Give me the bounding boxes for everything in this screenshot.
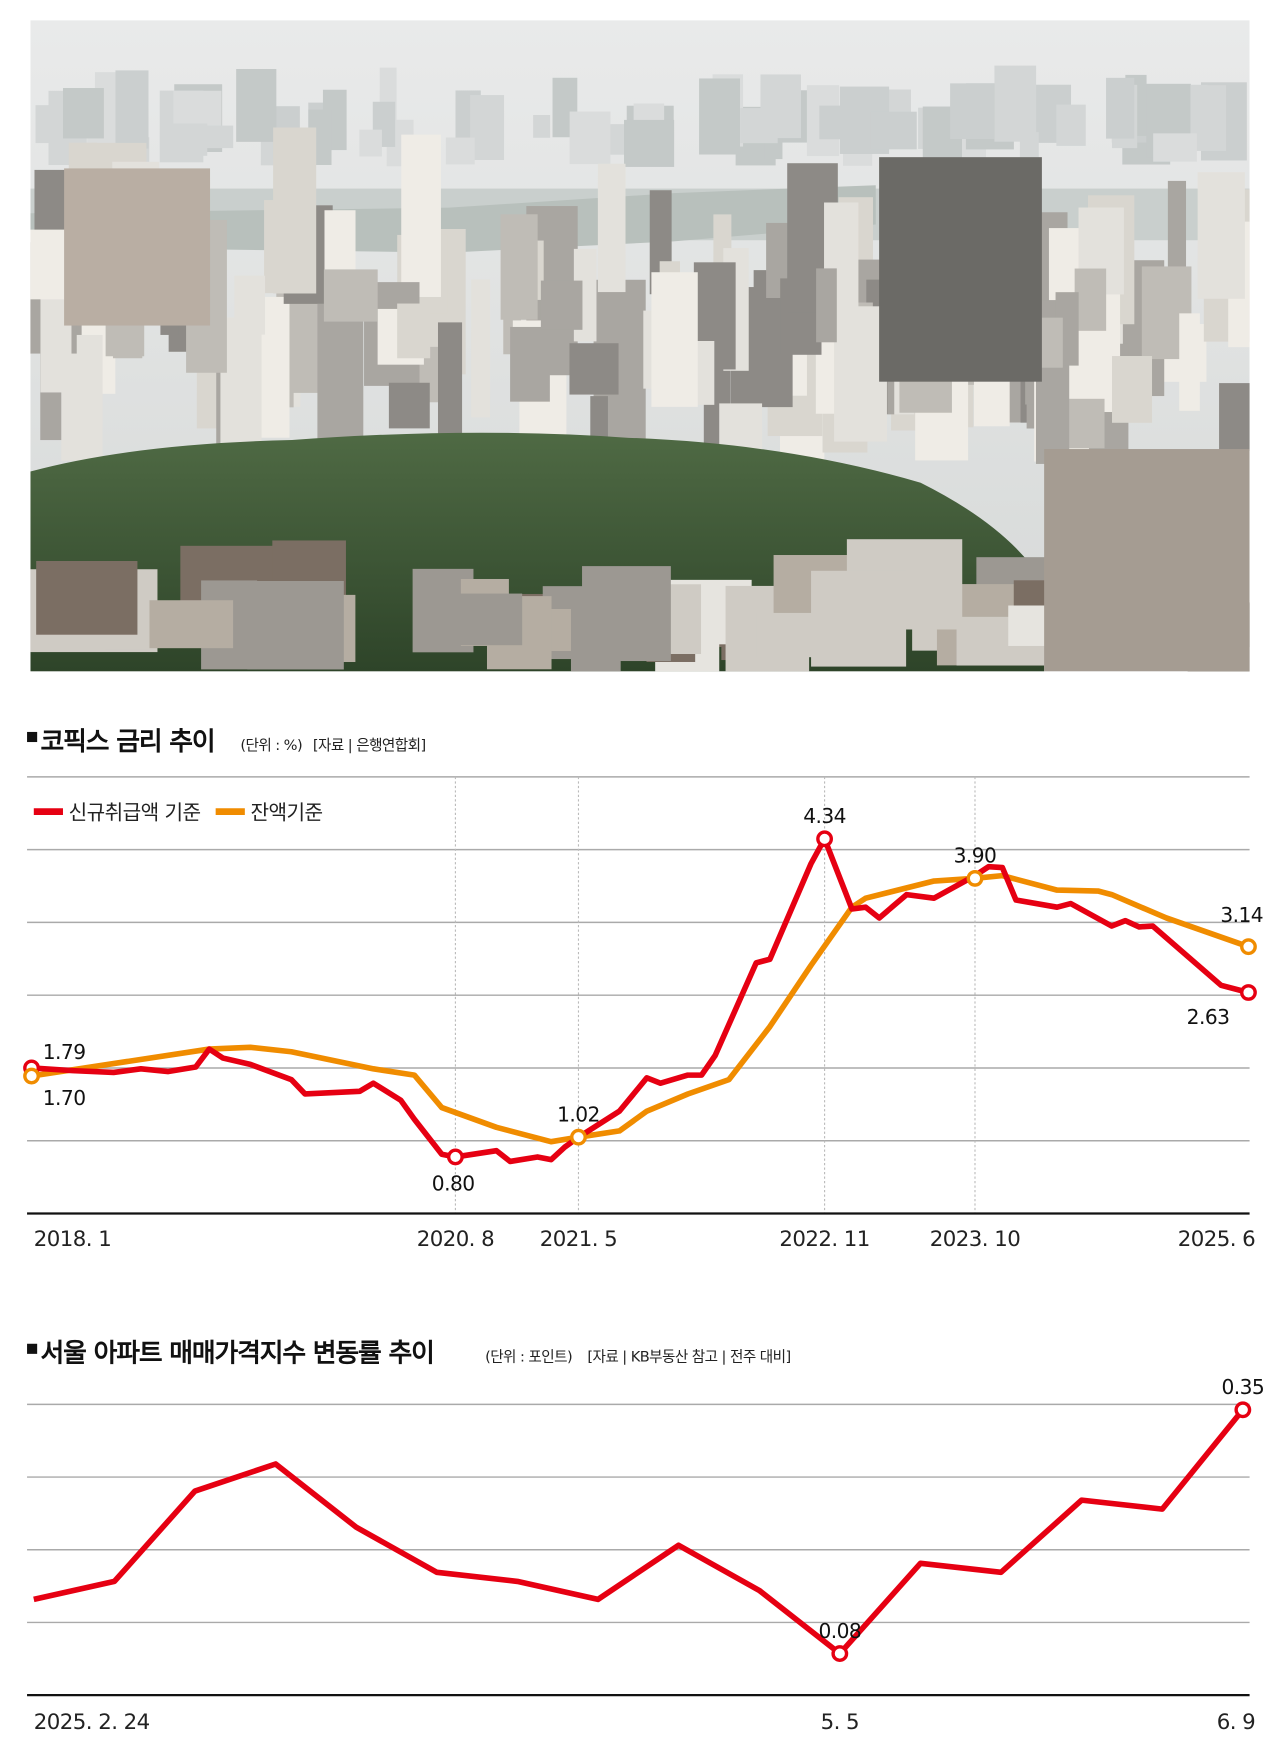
x-tick-label: 6. 9 [1217,1710,1255,1735]
data-point-marker [1234,1401,1252,1419]
data-label: 3.90 [954,844,997,868]
photo-building [1153,133,1197,162]
x-tick-label: 2022. 11 [779,1227,869,1252]
photo-building [540,280,583,330]
photo-building [510,326,550,402]
photo-building [1167,180,1187,294]
photo-building [816,268,837,343]
data-label: 0.35 [1221,1375,1264,1399]
x-tick-label: 2021. 5 [540,1227,617,1252]
photo-building [1190,84,1208,142]
photo-building [1179,313,1200,411]
title-bullet [27,731,38,743]
data-label: 1.79 [43,1040,86,1064]
svg-text:(단위 : %) [자료 | 은행연합회]: (단위 : %) [자료 | 은행연합회] [240,737,425,754]
photo-building [36,560,138,635]
data-label: 1.02 [557,1102,600,1126]
photo-building [570,607,621,672]
svg-text:(단위 : 포인트) [자료 | KB부동산 참: (단위 : 포인트) [자료 | KB부동산 참고 | 전주 대비] [485,1349,791,1366]
title-bullet [27,1343,38,1354]
photo-building [236,69,277,142]
photo-building [870,111,917,150]
data-label: 0.80 [432,1172,475,1196]
data-point-marker [23,1067,40,1085]
legend-label-balance: 잔액기준 [250,801,322,825]
photo-building [740,108,778,144]
photo-building [1112,356,1153,423]
photo-building [470,95,505,161]
photo-building [811,570,907,667]
data-label: 2.63 [1187,1005,1230,1029]
x-tick-label: 5. 5 [821,1710,859,1735]
photo-building [471,279,491,418]
photo-building [445,137,475,165]
chart2-source: [자료 | KB부동산 참고 | 전주 대비] [587,1349,790,1366]
photo-building [273,127,317,294]
seoul-apartment-chart: 서울 아파트 매매가격지수 변동률 추이 (단위 : 포인트) [자료 | KB… [27,1339,1265,1735]
photo-building [64,168,211,326]
photo-building [397,303,431,359]
photo-building [62,88,104,139]
data-point-marker [966,869,984,887]
x-tick-label: 2018. 1 [34,1227,111,1252]
photo-building [166,123,208,156]
chart2-unit: (단위 : 포인트) [485,1349,572,1366]
photo-building [1044,449,1250,672]
photo-building [1074,268,1107,331]
data-point-marker [446,1148,464,1166]
data-point-marker [831,1645,849,1663]
data-label: 1.70 [43,1086,86,1110]
x-tick-label: 2025. 2. 24 [34,1710,150,1735]
data-point-marker [570,1128,587,1146]
x-tick-label: 2023. 10 [930,1227,1020,1252]
chart2-title: 서울 아파트 매매가격지수 변동률 추이 [41,1339,434,1369]
photo-building [115,70,149,149]
photo-building [569,111,611,165]
photo-building [149,600,234,649]
photo-building [220,317,262,452]
photo-building [401,134,441,297]
photo-building [624,119,675,167]
data-point-marker [1240,984,1257,1001]
photo-building [1106,77,1135,139]
photo-building [359,129,382,157]
photo-building [234,275,266,335]
kofix-chart: 코픽스 금리 추이 (단위 : %) [자료 | 은행연합회] 2018. 1 2… [23,727,1264,1252]
photo-building [1056,104,1086,146]
photo-building [569,343,619,395]
data-label: 0.08 [818,1619,861,1643]
chart1-title: 코픽스 금리 추이 [41,727,215,757]
photo-building [597,163,626,293]
series-line [33,1407,1246,1657]
x-tick-label: 2020. 8 [417,1227,494,1252]
photo-building [1219,383,1250,451]
data-point-marker [816,830,834,848]
photo-building [247,580,344,670]
photo-building [420,593,523,646]
cityscape-photo [30,20,1277,672]
series-line-balance [31,872,1250,1145]
photo-building [533,114,551,138]
legend-label-new: 신규취급액 기준 [69,801,201,825]
photo-building [323,269,378,322]
chart1-unit: (단위 : %) [240,737,302,754]
data-label: 3.14 [1220,903,1263,927]
data-point-marker [1240,938,1257,956]
photo-building [994,65,1037,142]
photo-building [500,214,538,320]
series-line-new [31,836,1250,1165]
photo-building [388,382,430,429]
photo-building [651,272,698,407]
photo-building [950,83,995,140]
chart1-source: [자료 | 은행연합회] [313,737,426,754]
photo-building [699,78,740,155]
photo-building [1197,172,1245,299]
photo-tower [879,157,1042,382]
chart1-legend: 신규취급액 기준 잔액기준 [33,801,323,825]
x-tick-label: 2025. 6 [1178,1227,1255,1252]
photo-building [1250,78,1277,156]
data-label: 4.34 [803,804,846,828]
